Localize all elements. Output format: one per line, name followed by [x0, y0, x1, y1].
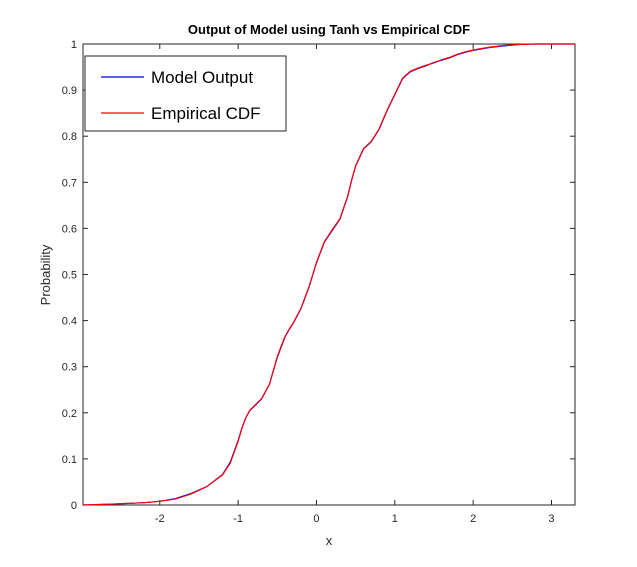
y-axis-label: Probability [38, 244, 53, 305]
x-tick-label: 1 [392, 513, 398, 525]
series-line-empirical-cdf [82, 43, 575, 506]
x-tick-label: -1 [233, 513, 243, 525]
x-tick-label: 3 [548, 513, 554, 525]
y-tick-label: 0 [71, 500, 77, 512]
y-tick-label: 1 [71, 39, 77, 51]
legend-label-model-output: Model Output [151, 68, 253, 87]
y-tick-label: 0.1 [62, 454, 77, 466]
legend-box [84, 55, 287, 132]
chart-title: Output of Model using Tanh vs Empirical … [188, 22, 470, 37]
x-ticks: -2 -1 0 1 2 3 [155, 44, 555, 525]
legend: Model Output Empirical CDF [84, 55, 287, 132]
y-tick-label: 0.7 [62, 177, 77, 189]
x-axis-label: x [326, 533, 333, 548]
y-ticks: 0 0.1 0.2 0.3 0.4 0.5 0.6 0.7 0.8 0.9 1 [62, 39, 575, 512]
y-tick-label: 0.6 [62, 223, 77, 235]
y-tick-label: 0.2 [62, 408, 77, 420]
y-tick-label: 0.3 [62, 362, 77, 374]
y-tick-label: 0.8 [62, 131, 77, 143]
x-tick-label: -2 [155, 513, 165, 525]
x-tick-label: 2 [470, 513, 476, 525]
y-tick-label: 0.5 [62, 270, 77, 282]
x-tick-label: 0 [313, 513, 319, 525]
series-lines [82, 43, 575, 506]
legend-label-empirical-cdf: Empirical CDF [151, 104, 261, 123]
y-tick-label: 0.9 [62, 85, 77, 97]
y-tick-label: 0.4 [62, 316, 77, 328]
